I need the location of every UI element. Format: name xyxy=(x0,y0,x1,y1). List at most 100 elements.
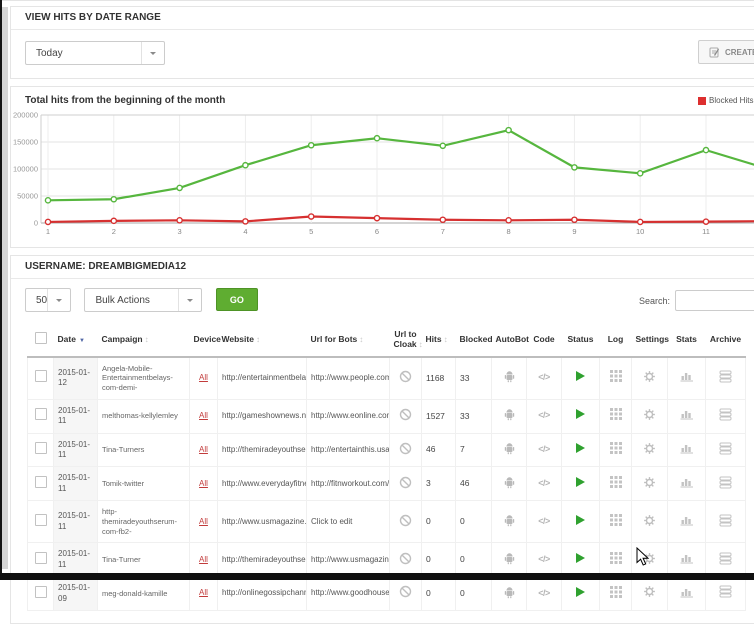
bulk-actions-select[interactable]: Bulk Actions xyxy=(84,288,203,312)
status-play-icon[interactable] xyxy=(575,370,586,382)
code-icon[interactable]: </> xyxy=(538,553,550,564)
row-checkbox[interactable] xyxy=(34,476,47,489)
status-play-icon[interactable] xyxy=(575,552,586,564)
log-grid-icon[interactable] xyxy=(609,585,622,598)
code-icon[interactable]: </> xyxy=(538,444,550,455)
url-to-cloak-icon[interactable] xyxy=(399,552,412,565)
row-checkbox[interactable] xyxy=(34,370,47,383)
code-icon[interactable]: </> xyxy=(538,410,550,421)
settings-gear-icon[interactable] xyxy=(643,585,656,598)
code-icon[interactable]: </> xyxy=(538,372,550,383)
settings-gear-icon[interactable] xyxy=(643,408,656,421)
archive-icon[interactable] xyxy=(719,585,732,598)
archive-icon[interactable] xyxy=(719,476,732,489)
status-play-icon[interactable] xyxy=(575,408,586,420)
device-link[interactable]: All xyxy=(199,516,208,526)
log-grid-icon[interactable] xyxy=(609,514,622,527)
stats-chart-icon[interactable] xyxy=(680,552,694,564)
autobot-android-icon[interactable] xyxy=(503,551,516,565)
code-icon[interactable]: </> xyxy=(538,587,550,598)
go-button[interactable]: GO xyxy=(215,288,258,311)
status-play-icon[interactable] xyxy=(575,586,586,598)
autobot-android-icon[interactable] xyxy=(503,369,516,383)
row-checkbox[interactable] xyxy=(34,442,47,455)
column-header-blocked[interactable]: Blocked ↕ xyxy=(455,324,499,358)
column-header-website[interactable]: Website ↕ xyxy=(217,324,307,358)
log-grid-icon[interactable] xyxy=(609,442,622,455)
row-checkbox[interactable] xyxy=(34,552,47,565)
stats-chart-icon[interactable] xyxy=(680,370,694,382)
cell-date: 2015-01-11 xyxy=(53,398,98,434)
cell-url-for-bots: Click to edit xyxy=(306,500,390,544)
row-checkbox[interactable] xyxy=(34,408,47,421)
autobot-android-icon[interactable] xyxy=(503,407,516,421)
settings-gear-icon[interactable] xyxy=(643,370,656,383)
device-link[interactable]: All xyxy=(199,372,208,382)
chart-title: Total hits from the beginning of the mon… xyxy=(25,95,226,106)
svg-text:3: 3 xyxy=(178,227,182,236)
settings-gear-icon[interactable] xyxy=(643,476,656,489)
column-header-url-for-bots[interactable]: Url for Bots ↕ xyxy=(306,324,390,358)
column-header-device[interactable]: Device ↕ xyxy=(189,324,227,358)
url-to-cloak-icon[interactable] xyxy=(399,370,412,383)
device-link[interactable]: All xyxy=(199,444,208,454)
settings-gear-icon[interactable] xyxy=(643,514,656,527)
url-to-cloak-icon[interactable] xyxy=(399,442,412,455)
stats-chart-icon[interactable] xyxy=(680,442,694,454)
row-checkbox[interactable] xyxy=(34,514,47,527)
archive-icon[interactable] xyxy=(719,408,732,421)
mouse-cursor xyxy=(636,547,650,566)
cell-campaign: Angela-Mobile-Entertainmentbelays-com-de… xyxy=(97,356,190,400)
sort-icon: ↕ xyxy=(418,339,423,349)
cell-date: 2015-01-11 xyxy=(53,432,98,468)
column-header-hits[interactable]: Hits ↕ xyxy=(421,324,456,358)
table-header-row: Date ▼ Campaign ↕ Device ↕ Website ↕ Url for Bot… xyxy=(27,324,746,358)
column-header-status: Status xyxy=(561,324,600,358)
status-play-icon[interactable] xyxy=(575,514,586,526)
settings-gear-icon[interactable] xyxy=(643,442,656,455)
url-to-cloak-icon[interactable] xyxy=(399,476,412,489)
autobot-android-icon[interactable] xyxy=(503,513,516,527)
log-grid-icon[interactable] xyxy=(609,552,622,565)
device-link[interactable]: All xyxy=(199,478,208,488)
url-to-cloak-icon[interactable] xyxy=(399,585,412,598)
log-grid-icon[interactable] xyxy=(609,370,622,383)
device-link[interactable]: All xyxy=(199,588,208,598)
stats-chart-icon[interactable] xyxy=(680,408,694,420)
archive-icon[interactable] xyxy=(719,370,732,383)
column-header-url-to-cloak[interactable]: Url to Cloak ↕ xyxy=(389,324,423,358)
archive-icon[interactable] xyxy=(719,442,732,455)
dashboard-content: VIEW HITS BY DATE RANGE Today CREATE NEW… xyxy=(10,6,754,631)
code-icon[interactable]: </> xyxy=(538,477,550,488)
column-header-code: Code xyxy=(526,324,562,358)
url-to-cloak-icon[interactable] xyxy=(399,514,412,527)
archive-icon[interactable] xyxy=(719,514,732,527)
autobot-android-icon[interactable] xyxy=(503,585,516,599)
archive-icon[interactable] xyxy=(719,552,732,565)
autobot-android-icon[interactable] xyxy=(503,475,516,489)
create-new-campaign-button[interactable]: CREATE NEW CAMPAIGN xyxy=(698,40,754,64)
device-link[interactable]: All xyxy=(199,410,208,420)
url-to-cloak-icon[interactable] xyxy=(399,408,412,421)
column-header-stats: Stats xyxy=(667,324,706,358)
status-play-icon[interactable] xyxy=(575,476,586,488)
column-header-campaign[interactable]: Campaign ↕ xyxy=(97,324,190,358)
log-grid-icon[interactable] xyxy=(609,408,622,421)
cell-website: http://www.everydayfitnes... xyxy=(217,466,307,502)
device-link[interactable]: All xyxy=(199,554,208,564)
select-all-checkbox[interactable] xyxy=(34,332,47,345)
date-range-select[interactable]: Today xyxy=(25,41,165,65)
row-checkbox[interactable] xyxy=(34,585,47,598)
search-input[interactable] xyxy=(675,290,754,311)
stats-chart-icon[interactable] xyxy=(680,514,694,526)
autobot-android-icon[interactable] xyxy=(503,441,516,455)
code-icon[interactable]: </> xyxy=(538,515,550,526)
column-header-archive: Archive xyxy=(705,324,746,358)
log-grid-icon[interactable] xyxy=(609,476,622,489)
page-size-select[interactable]: 50 xyxy=(25,288,71,312)
stats-chart-icon[interactable] xyxy=(680,476,694,488)
status-play-icon[interactable] xyxy=(575,442,586,454)
cell-website: http://www.usmagazine.c... xyxy=(217,500,307,544)
column-header-date[interactable]: Date ▼ xyxy=(53,324,98,358)
stats-chart-icon[interactable] xyxy=(680,586,694,598)
